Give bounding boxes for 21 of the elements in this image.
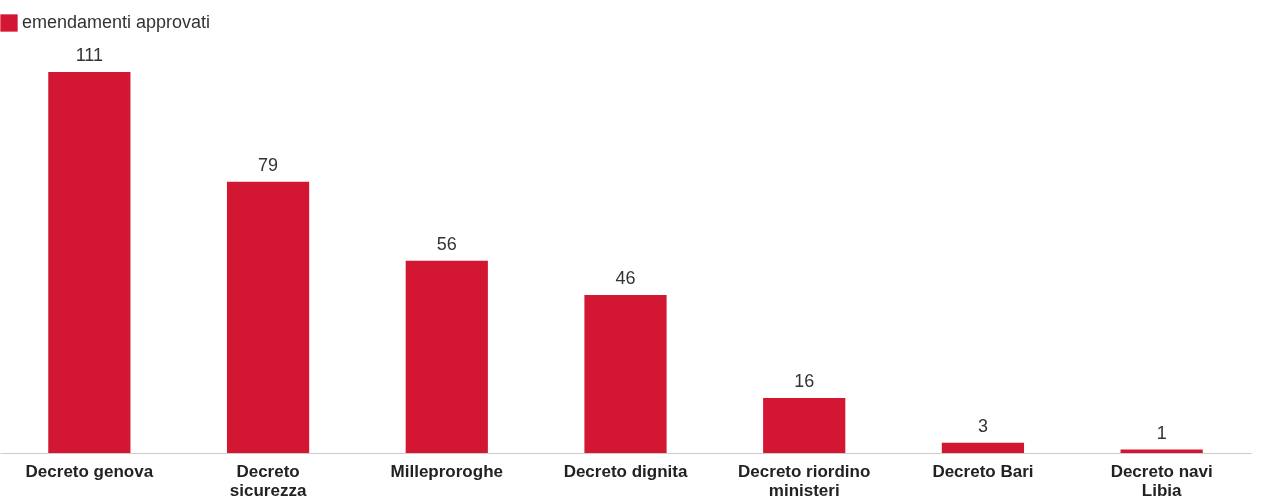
bar (48, 72, 131, 453)
bar (226, 181, 310, 453)
data-label: 79 (258, 154, 279, 175)
x-tick-label: Decreto dignita (563, 461, 688, 481)
bar (584, 295, 667, 453)
x-tick-label: Decreto navi Libia (1110, 461, 1213, 500)
x-tick-label: Decreto Bari (932, 461, 1034, 481)
data-label: 3 (977, 415, 988, 436)
bar (405, 260, 488, 453)
x-tick-label: Decreto genova (25, 461, 154, 481)
x-tick-label: Decreto riordino ministeri (738, 461, 871, 500)
data-label: 111 (75, 45, 104, 65)
bar (763, 398, 846, 453)
x-tick-label: Decreto sicurezza (229, 461, 307, 500)
x-tick-label: Milleproroghe (390, 461, 503, 481)
data-label: 56 (436, 233, 457, 254)
data-label: 16 (794, 371, 815, 392)
data-label: 46 (615, 268, 636, 289)
bar (941, 442, 1025, 453)
legend-label: emendamenti approvati (22, 12, 211, 32)
data-label: 1 (1156, 422, 1167, 443)
